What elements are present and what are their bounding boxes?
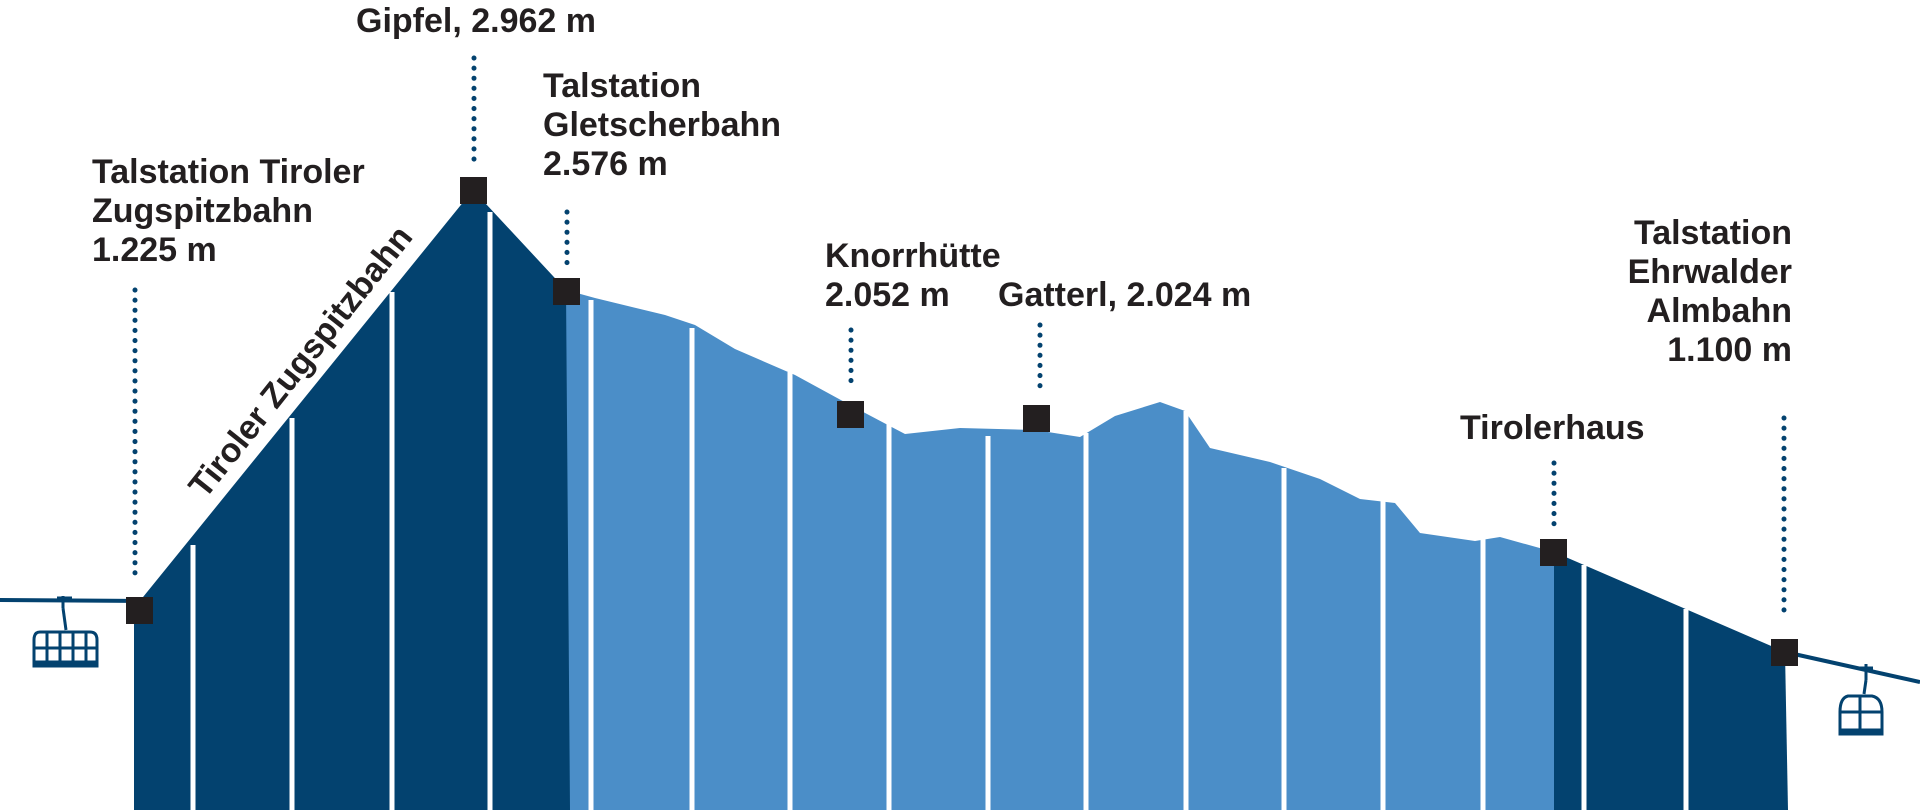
label-line: Almbahn	[1646, 292, 1792, 330]
label-talstation-ehrwalder-almbahn: Talstation Ehrwalder Almbahn 1.100 m	[1628, 214, 1792, 370]
marker-talstation-tiroler-zugspitzbahn	[126, 597, 153, 624]
gondola-cabin-icon	[32, 596, 99, 668]
label-line: Knorrhütte	[825, 237, 1001, 275]
label-line: Gipfel, 2.962 m	[356, 2, 596, 40]
label-line: Talstation	[1633, 214, 1792, 252]
marker-knorrhuette	[837, 401, 864, 428]
gondola-cabin-icon	[1838, 664, 1884, 736]
label-elevation: 2.052 m	[825, 276, 950, 314]
marker-tirolerhaus	[1540, 539, 1567, 566]
label-line: Tirolerhaus	[1460, 409, 1645, 447]
marker-gipfel	[460, 177, 487, 204]
label-talstation-gletscherbahn: Talstation Gletscherbahn 2.576 m	[543, 67, 781, 184]
label-line: Gletscherbahn	[543, 106, 782, 144]
station-markers	[126, 177, 1798, 666]
cable-right	[1784, 650, 1920, 684]
label-line: Ehrwalder	[1627, 253, 1792, 291]
marker-talstation-ehrwalder-almbahn	[1771, 639, 1798, 666]
label-elevation: 2.576 m	[543, 145, 668, 183]
label-elevation: 1.225 m	[92, 231, 217, 269]
label-gatterl: Gatterl, 2.024 m	[998, 276, 1251, 315]
label-line: Talstation Tiroler	[92, 153, 365, 191]
label-talstation-tiroler-zugspitzbahn: Talstation Tiroler Zugspitzbahn 1.225 m	[92, 153, 365, 270]
label-tirolerhaus: Tirolerhaus	[1460, 409, 1645, 448]
label-line: Talstation	[543, 67, 702, 105]
label-knorrhuette: Knorrhütte 2.052 m	[825, 237, 1001, 315]
profile-dark-section-right	[1554, 552, 1788, 810]
marker-talstation-gletscherbahn	[553, 278, 580, 305]
leader-lines	[132, 55, 1787, 623]
profile-light-section	[566, 290, 1554, 810]
profile-dark-section-left	[134, 190, 570, 810]
label-gipfel: Gipfel, 2.962 m	[356, 2, 596, 41]
label-line: Gatterl, 2.024 m	[998, 276, 1252, 314]
cable-left	[0, 598, 141, 603]
label-elevation: 1.100 m	[1667, 331, 1792, 369]
profile-stripes	[190, 212, 1689, 810]
label-line: Zugspitzbahn	[92, 192, 313, 230]
marker-gatterl	[1023, 405, 1050, 432]
